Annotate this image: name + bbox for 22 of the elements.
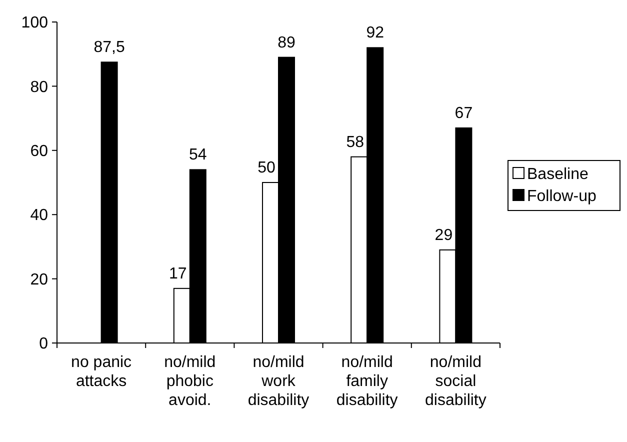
data-label: 89 (278, 34, 296, 52)
x-tick-label: no/mild family disability (336, 354, 398, 409)
data-label: 29 (434, 226, 453, 244)
data-label: 87,5 (94, 39, 125, 56)
y-tick-label: 60 (30, 143, 48, 160)
data-label: 67 (454, 104, 473, 122)
data-label: 50 (258, 160, 276, 176)
data-label: 54 (189, 146, 207, 164)
data-label: 58 (346, 134, 364, 151)
y-tick-label: 80 (30, 78, 48, 96)
y-tick-label: 20 (30, 271, 48, 288)
data-label: 92 (366, 24, 384, 42)
legend-label: Follow-up (527, 188, 596, 206)
y-tick-label: 40 (30, 207, 48, 224)
x-tick-label: no/mild work disability (248, 354, 310, 409)
legend-label: Baseline (527, 166, 588, 184)
y-tick-label: 100 (21, 14, 48, 32)
y-tick-label: 0 (39, 336, 48, 353)
data-label: 17 (169, 265, 187, 282)
x-tick-label: no/mild social disability (425, 354, 486, 409)
x-tick-label: no panic attacks (71, 354, 132, 390)
x-tick-label: no/mild phobic avoid. (164, 354, 216, 409)
